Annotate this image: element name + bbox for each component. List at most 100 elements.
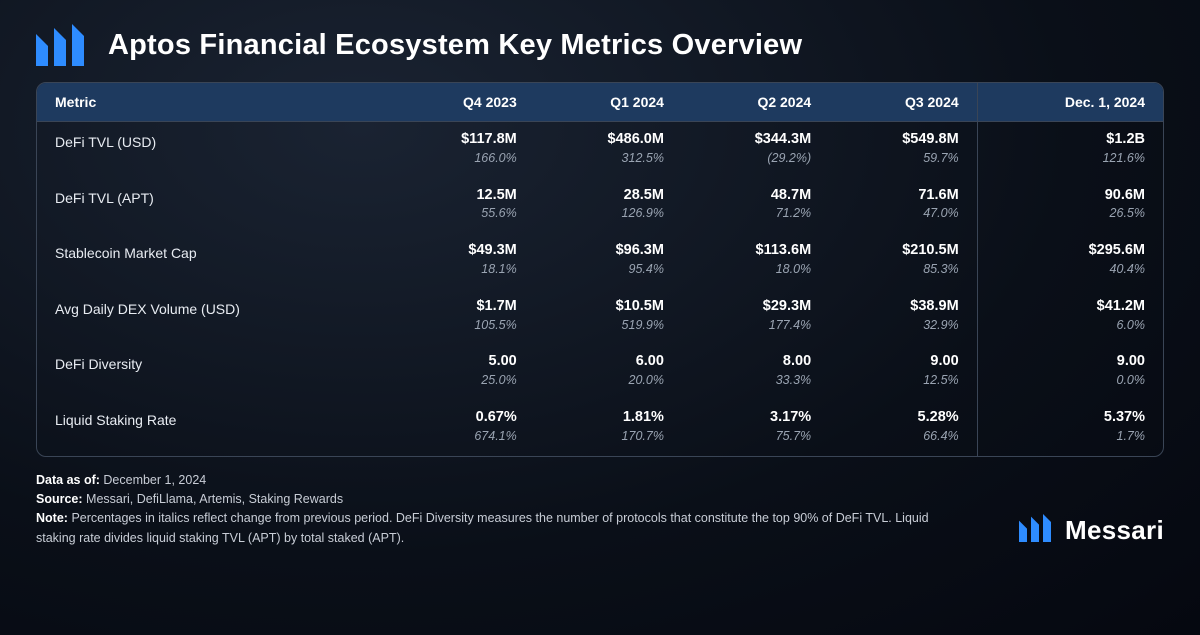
metric-change: 126.9% bbox=[553, 204, 664, 229]
metric-value: 6.00 bbox=[553, 352, 664, 371]
metric-cell: 5.28%66.4% bbox=[829, 400, 977, 456]
metric-value: $1.2B bbox=[996, 130, 1145, 149]
metric-cell: 9.0012.5% bbox=[829, 344, 977, 400]
note-value: Percentages in italics reflect change fr… bbox=[36, 511, 929, 544]
metric-change: 105.5% bbox=[407, 316, 517, 341]
metric-cell: 9.000.0% bbox=[977, 344, 1163, 400]
table-row: DeFi TVL (APT)12.5M55.6%28.5M126.9%48.7M… bbox=[37, 178, 1163, 234]
data-as-of-label: Data as of: bbox=[36, 473, 100, 487]
metric-cell: $344.3M(29.2%) bbox=[682, 122, 829, 178]
metric-value: 90.6M bbox=[996, 186, 1145, 205]
metric-cell: 1.81%170.7% bbox=[535, 400, 682, 456]
metric-value: $41.2M bbox=[996, 297, 1145, 316]
table-row: DeFi TVL (USD)$117.8M166.0%$486.0M312.5%… bbox=[37, 122, 1163, 178]
metric-cell: 0.67%674.1% bbox=[389, 400, 535, 456]
metric-change: 170.7% bbox=[553, 427, 664, 452]
metric-cell: $295.6M40.4% bbox=[977, 233, 1163, 289]
metric-cell: $117.8M166.0% bbox=[389, 122, 535, 178]
metric-value: 5.00 bbox=[407, 352, 517, 371]
metric-value: 28.5M bbox=[553, 186, 664, 205]
metric-value: $38.9M bbox=[847, 297, 959, 316]
metric-change: 12.5% bbox=[847, 371, 959, 396]
footer-text: Data as of: December 1, 2024 Source: Mes… bbox=[36, 471, 936, 549]
metric-change: (29.2%) bbox=[700, 149, 811, 174]
metric-name: DeFi TVL (APT) bbox=[37, 178, 389, 234]
metric-cell: 48.7M71.2% bbox=[682, 178, 829, 234]
table-header-row: Metric Q4 2023 Q1 2024 Q2 2024 Q3 2024 D… bbox=[37, 83, 1163, 122]
metric-value: $29.3M bbox=[700, 297, 811, 316]
metric-change: 95.4% bbox=[553, 260, 664, 285]
table-row: Stablecoin Market Cap$49.3M18.1%$96.3M95… bbox=[37, 233, 1163, 289]
metric-cell: $486.0M312.5% bbox=[535, 122, 682, 178]
metric-name: Stablecoin Market Cap bbox=[37, 233, 389, 289]
metric-cell: 28.5M126.9% bbox=[535, 178, 682, 234]
table-row: DeFi Diversity5.0025.0%6.0020.0%8.0033.3… bbox=[37, 344, 1163, 400]
metrics-table-container: Metric Q4 2023 Q1 2024 Q2 2024 Q3 2024 D… bbox=[36, 82, 1164, 457]
metric-cell: $1.2B121.6% bbox=[977, 122, 1163, 178]
metric-cell: 5.37%1.7% bbox=[977, 400, 1163, 456]
metrics-table: Metric Q4 2023 Q1 2024 Q2 2024 Q3 2024 D… bbox=[37, 83, 1163, 456]
metric-change: 55.6% bbox=[407, 204, 517, 229]
metric-value: $486.0M bbox=[553, 130, 664, 149]
metric-value: $549.8M bbox=[847, 130, 959, 149]
messari-logo-icon bbox=[36, 24, 90, 66]
metric-name: DeFi Diversity bbox=[37, 344, 389, 400]
table-row: Avg Daily DEX Volume (USD)$1.7M105.5%$10… bbox=[37, 289, 1163, 345]
metric-value: 3.17% bbox=[700, 408, 811, 427]
metric-change: 33.3% bbox=[700, 371, 811, 396]
brand-name: Messari bbox=[1065, 515, 1164, 546]
metric-change: 6.0% bbox=[996, 316, 1145, 341]
col-q4-2023: Q4 2023 bbox=[389, 83, 535, 122]
metric-cell: 12.5M55.6% bbox=[389, 178, 535, 234]
footer: Data as of: December 1, 2024 Source: Mes… bbox=[36, 471, 1164, 549]
metric-value: 12.5M bbox=[407, 186, 517, 205]
metric-change: 66.4% bbox=[847, 427, 959, 452]
metric-value: $344.3M bbox=[700, 130, 811, 149]
metric-cell: 5.0025.0% bbox=[389, 344, 535, 400]
metric-value: 71.6M bbox=[847, 186, 959, 205]
col-dec-1-2024: Dec. 1, 2024 bbox=[977, 83, 1163, 122]
metric-name: DeFi TVL (USD) bbox=[37, 122, 389, 178]
metric-name: Avg Daily DEX Volume (USD) bbox=[37, 289, 389, 345]
metric-change: 18.1% bbox=[407, 260, 517, 285]
source-label: Source: bbox=[36, 492, 83, 506]
metric-cell: $38.9M32.9% bbox=[829, 289, 977, 345]
metric-change: 312.5% bbox=[553, 149, 664, 174]
metric-change: 71.2% bbox=[700, 204, 811, 229]
brand: Messari bbox=[1019, 513, 1164, 548]
metric-value: $295.6M bbox=[996, 241, 1145, 260]
metric-change: 47.0% bbox=[847, 204, 959, 229]
metric-cell: $10.5M519.9% bbox=[535, 289, 682, 345]
metric-cell: 3.17%75.7% bbox=[682, 400, 829, 456]
metric-value: $210.5M bbox=[847, 241, 959, 260]
metric-change: 85.3% bbox=[847, 260, 959, 285]
metric-value: $1.7M bbox=[407, 297, 517, 316]
metric-change: 59.7% bbox=[847, 149, 959, 174]
metric-change: 18.0% bbox=[700, 260, 811, 285]
metric-change: 519.9% bbox=[553, 316, 664, 341]
source-value: Messari, DefiLlama, Artemis, Staking Rew… bbox=[86, 492, 343, 506]
metric-change: 1.7% bbox=[996, 427, 1145, 452]
metric-cell: $29.3M177.4% bbox=[682, 289, 829, 345]
col-q1-2024: Q1 2024 bbox=[535, 83, 682, 122]
col-q3-2024: Q3 2024 bbox=[829, 83, 977, 122]
metric-cell: 6.0020.0% bbox=[535, 344, 682, 400]
metric-cell: $96.3M95.4% bbox=[535, 233, 682, 289]
metric-value: 0.67% bbox=[407, 408, 517, 427]
metric-cell: $41.2M6.0% bbox=[977, 289, 1163, 345]
metric-name: Liquid Staking Rate bbox=[37, 400, 389, 456]
metric-value: $117.8M bbox=[407, 130, 517, 149]
note-label: Note: bbox=[36, 511, 68, 525]
table-row: Liquid Staking Rate0.67%674.1%1.81%170.7… bbox=[37, 400, 1163, 456]
metric-change: 121.6% bbox=[996, 149, 1145, 174]
metric-cell: 90.6M26.5% bbox=[977, 178, 1163, 234]
metric-value: $113.6M bbox=[700, 241, 811, 260]
metric-cell: 71.6M47.0% bbox=[829, 178, 977, 234]
metric-value: 5.37% bbox=[996, 408, 1145, 427]
metric-value: $96.3M bbox=[553, 241, 664, 260]
page-title: Aptos Financial Ecosystem Key Metrics Ov… bbox=[108, 29, 802, 62]
metric-cell: $549.8M59.7% bbox=[829, 122, 977, 178]
metric-value: 5.28% bbox=[847, 408, 959, 427]
metric-value: 1.81% bbox=[553, 408, 664, 427]
metric-cell: $1.7M105.5% bbox=[389, 289, 535, 345]
